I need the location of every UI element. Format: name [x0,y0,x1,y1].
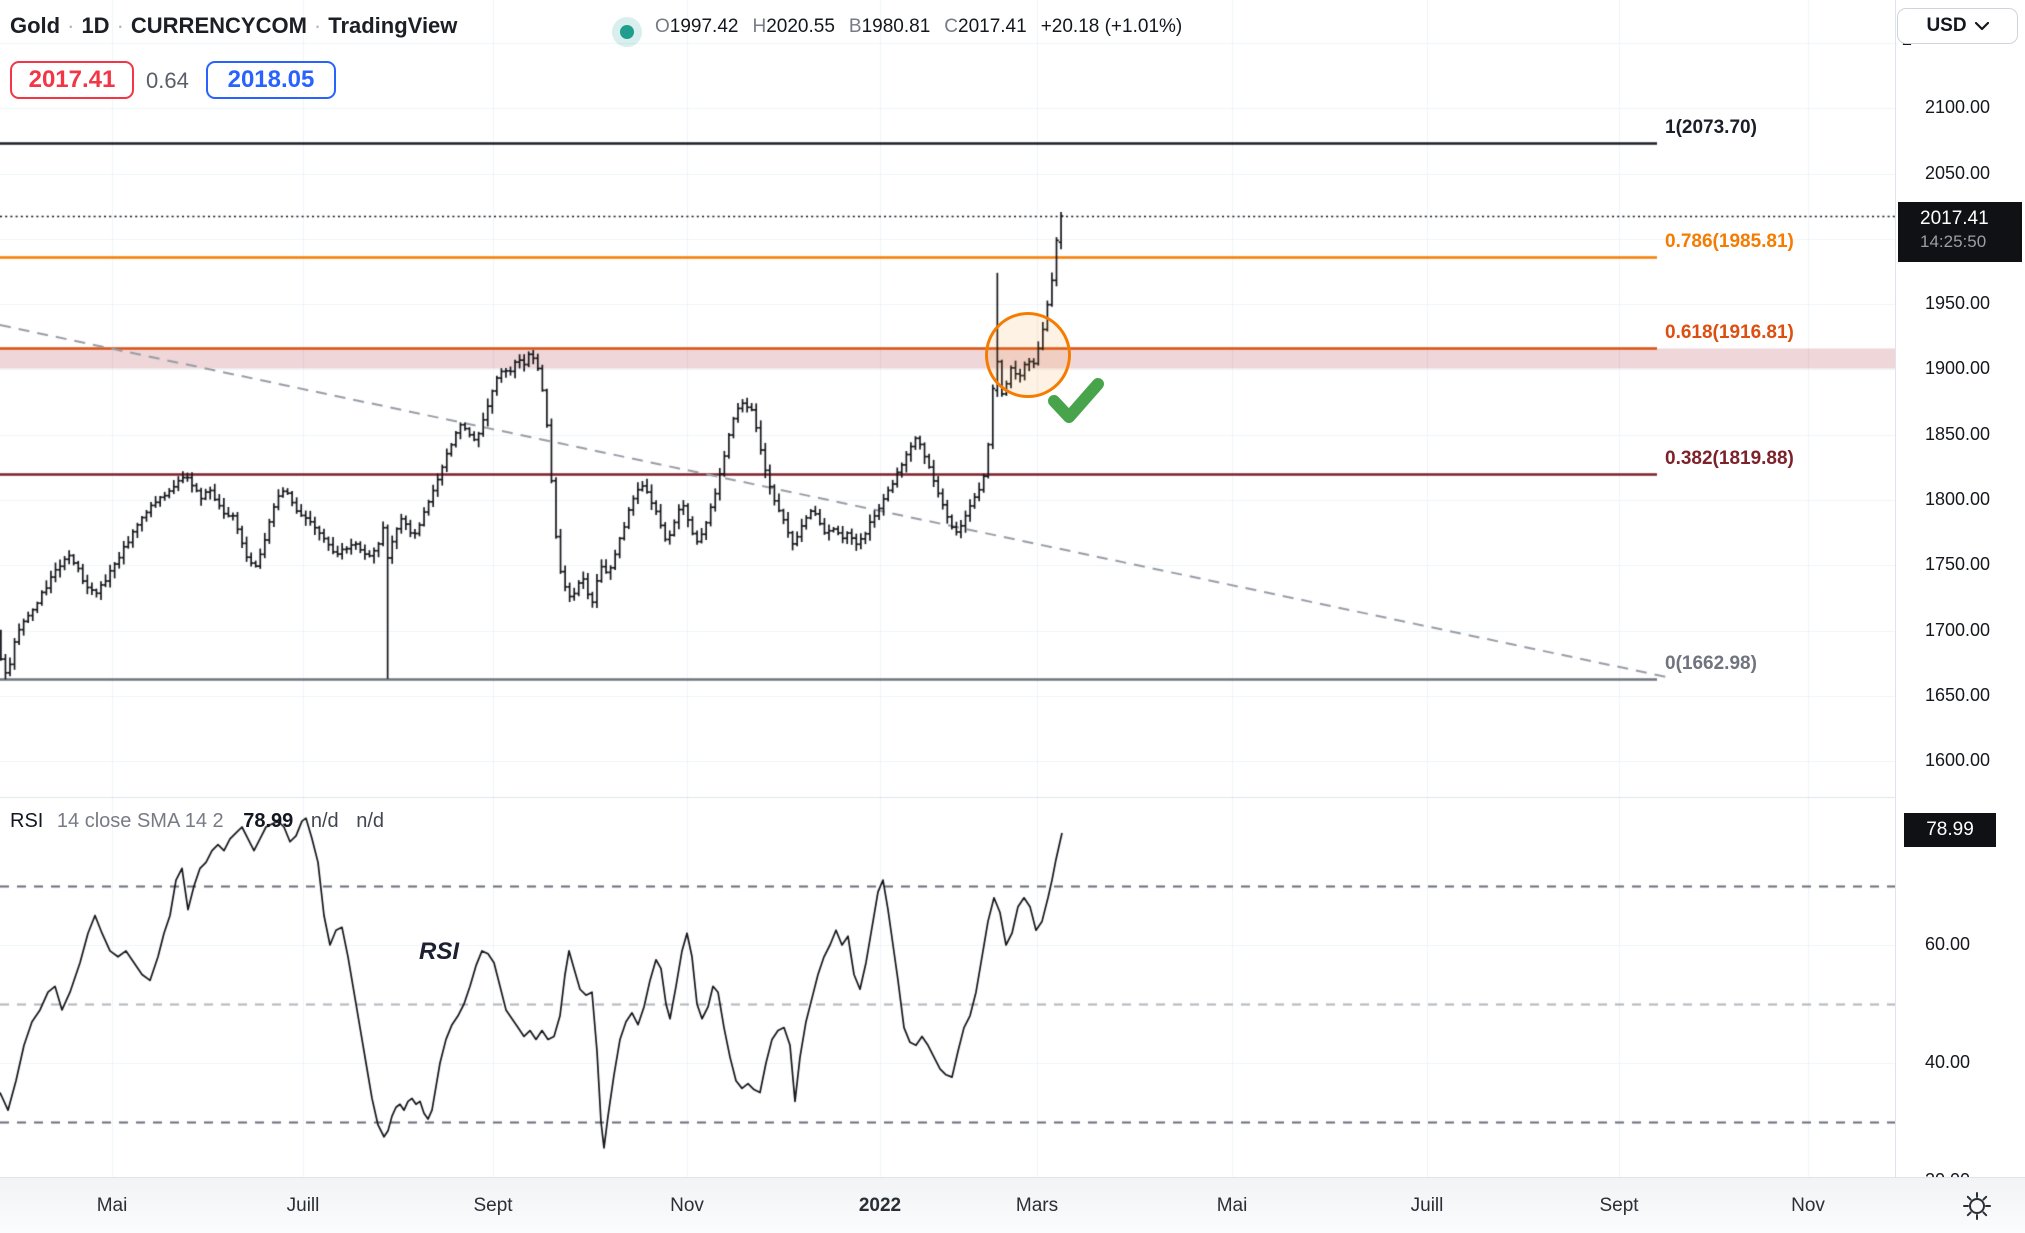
symbol-name[interactable]: Gold [10,13,61,38]
high-label: H [752,16,767,37]
chevron-down-icon [1974,21,1989,30]
exchange-label: CURRENCYCOM [130,13,307,38]
rsi-nd-2: n/d [356,810,385,832]
currency-label: USD [1926,15,1967,36]
interval-label[interactable]: 1D [81,13,110,38]
price-axis[interactable]: 2017.41 14:25:50 78.99 2100.00 2050.00 195… [1895,0,2025,1233]
close-value: 2017.41 [958,16,1027,37]
rsi-nd-1: n/d [310,810,339,832]
chart-settings-icon[interactable] [1961,1190,1993,1227]
market-open-status-icon [620,25,634,39]
title-separator: · [67,13,75,38]
current-price-value: 2017.41 [1920,208,1989,229]
time-axis-label: Nov [670,1195,704,1216]
time-axis-label: Nov [1791,1195,1825,1216]
low-value: 1980.81 [861,16,931,37]
title-separator: · [313,13,322,38]
platform-label: TradingView [328,13,458,38]
price-axis-label: 2050.00 [1925,162,1991,183]
close-label: C [944,16,958,37]
rsi-params: 14 close SMA 14 2 [56,810,224,832]
rsi-title[interactable]: RSI [10,810,44,832]
time-axis-label: Sept [1599,1195,1639,1216]
countdown-timer: 14:25:50 [1920,232,1987,251]
bid-price: 2017.41 [28,66,116,93]
breakout-highlight-circle[interactable] [985,312,1071,398]
open-value: 1997.42 [669,16,739,37]
price-axis-label: 1800.00 [1925,489,1991,510]
time-axis-label: Juill [286,1195,320,1216]
price-axis-label: 1750.00 [1925,554,1991,575]
rsi-badge-value: 78.99 [1926,819,1974,840]
price-axis-label: 2100.00 [1925,97,1991,118]
open-label: O [655,16,670,37]
fib-level-label: 0.786(1985.81) [1665,231,1794,253]
price-axis-label: 1900.00 [1925,358,1991,379]
rsi-axis-label: 40.00 [1925,1052,1971,1072]
current-price-badge: 2017.41 14:25:50 [1898,202,2022,262]
ask-price: 2018.05 [227,66,315,93]
price-axis-label: 1650.00 [1925,684,1991,705]
rsi-axis-label: 60.00 [1925,934,1971,954]
time-axis[interactable]: Mai Juill Sept Nov 2022 Mars Mai Juill Sept Nov [0,1177,2025,1233]
rsi-value: 78.99 [243,810,294,832]
rsi-text-annotation[interactable]: RSI [419,938,460,965]
checkmark-icon [1048,378,1104,423]
low-label: B [848,16,862,37]
fib-level-label: 0.618(1916.81) [1665,321,1794,343]
symbol-title[interactable]: Gold · 1D · CURRENCYCOM · TradingView [10,13,457,39]
fib-level-label: 0.382(1819.88) [1665,448,1794,470]
time-axis-label: Sept [473,1195,513,1216]
currency-selector-button[interactable]: USD [1897,8,2018,44]
change-value: +20.18 (+1.01%) [1040,16,1183,37]
time-axis-label: Mai [1216,1195,1248,1216]
price-axis-label: 1600.00 [1925,750,1991,771]
ohlc-values: O1997.42 H2020.55 B1980.81 C2017.41 +20.18 (… [655,16,1196,38]
title-separator: · [116,13,124,38]
price-axis-label: 1700.00 [1925,619,1991,640]
spread-value: 0.64 [146,68,189,93]
rsi-value-badge: 78.99 [1904,813,1996,847]
time-axis-label: Mars [1015,1195,1059,1216]
fib-level-label: 1(2073.70) [1665,116,1757,138]
price-axis-label: 1850.00 [1925,423,1991,444]
time-axis-label: 2022 [858,1195,902,1216]
price-axis-label: 1950.00 [1925,293,1991,314]
time-axis-label: Mai [96,1195,128,1216]
rsi-indicator-legend[interactable]: RSI 14 close SMA 14 2 78.99 n/d n/d [10,810,384,833]
time-axis-label: Juill [1410,1195,1444,1216]
fib-level-label: 0(1662.98) [1665,653,1757,675]
high-value: 2020.55 [766,16,835,37]
sell-button[interactable]: 2017.41 [10,61,134,99]
buy-button[interactable]: 2018.05 [206,61,336,99]
